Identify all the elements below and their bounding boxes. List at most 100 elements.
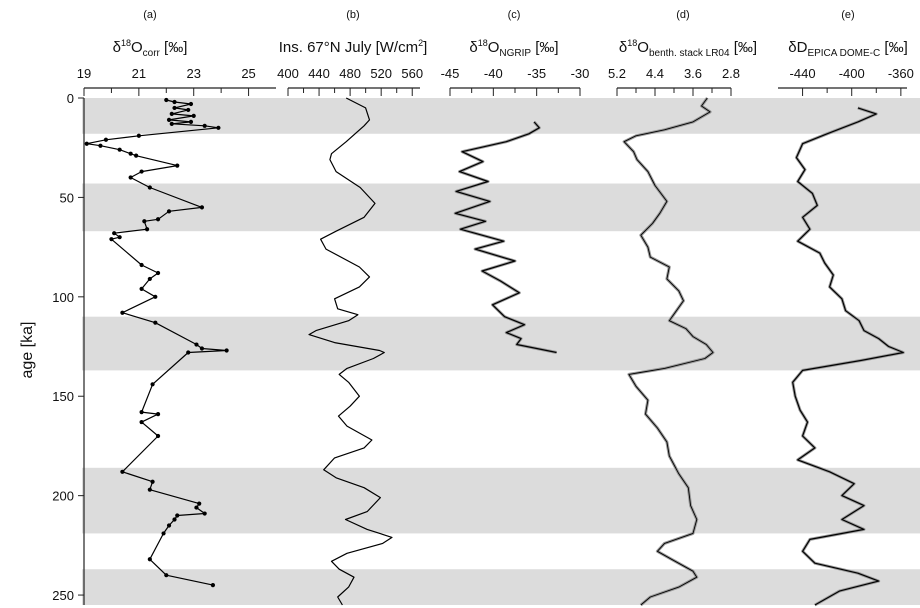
age-tick-label: 0 xyxy=(67,91,74,106)
data-point xyxy=(210,583,216,588)
tick-label: -400 xyxy=(839,66,865,81)
data-point xyxy=(199,205,205,210)
tick-label: 400 xyxy=(277,66,299,81)
data-point xyxy=(172,105,177,111)
data-point xyxy=(188,119,194,124)
panel-c: (c) δ18ONGRIP [‰] -45 -40 -35 -30 xyxy=(441,9,590,354)
data-point xyxy=(166,117,172,122)
data-point xyxy=(136,133,141,138)
data-point xyxy=(166,209,172,214)
data-point xyxy=(224,348,229,353)
data-point xyxy=(117,235,122,240)
data-point xyxy=(155,433,161,439)
data-point xyxy=(166,523,172,528)
panel-title: Ins. 67°N July [W/cm2] xyxy=(279,38,428,56)
panel-b: (b) Ins. 67°N July [W/cm2] 400 440 480 520 560 xyxy=(277,9,428,606)
tick-label: 2.8 xyxy=(722,66,740,81)
interglacial-band xyxy=(82,569,920,605)
data-point xyxy=(120,469,125,474)
age-tick-label: 250 xyxy=(52,588,74,603)
data-point xyxy=(84,141,89,146)
series-line xyxy=(454,121,557,354)
interglacial-band xyxy=(82,467,920,534)
tick-label: 19 xyxy=(77,66,91,81)
data-point xyxy=(175,163,180,168)
panel-letter: (e) xyxy=(841,9,854,21)
data-point xyxy=(147,557,152,562)
interglacial-bands xyxy=(82,98,920,605)
panels: (a) δ18Ocorr [‰] 19 21 23 25 (b) Ins. 67°N July… xyxy=(77,9,914,607)
tick-label: -45 xyxy=(441,66,460,81)
data-point xyxy=(161,531,166,536)
interglacial-band xyxy=(82,316,920,371)
tick-label: 4.4 xyxy=(646,66,664,81)
data-point xyxy=(147,487,152,492)
series-line xyxy=(623,97,714,606)
data-point xyxy=(169,111,174,117)
tick-label: 5.2 xyxy=(608,66,626,81)
data-point xyxy=(164,573,169,578)
data-point xyxy=(98,143,103,148)
data-point xyxy=(153,294,158,299)
data-point xyxy=(147,185,152,190)
data-point xyxy=(199,346,205,351)
data-point xyxy=(128,175,133,180)
interglacial-band xyxy=(82,98,920,134)
data-point xyxy=(147,276,152,282)
data-point xyxy=(139,286,144,291)
panel-title: δ18Obenth. stack LR04 [‰] xyxy=(619,38,757,59)
data-point xyxy=(153,320,158,325)
data-point xyxy=(172,517,177,522)
tick-label: 440 xyxy=(308,66,330,81)
age-tick-label: 50 xyxy=(60,190,74,205)
data-point xyxy=(186,350,191,355)
data-point xyxy=(139,419,144,425)
panel-letter: (c) xyxy=(508,9,521,21)
age-tick-label: 200 xyxy=(52,489,74,504)
age-tick-label: 100 xyxy=(52,290,74,305)
panel-title: δDEPICA DOME-C [‰] xyxy=(788,39,908,59)
data-point xyxy=(216,125,221,130)
data-point xyxy=(144,227,150,232)
panel-title: δ18Ocorr [‰] xyxy=(113,38,188,59)
data-point xyxy=(134,153,139,158)
data-point xyxy=(142,219,147,224)
series-line xyxy=(86,99,228,586)
tick-label: -440 xyxy=(790,66,816,81)
series-line xyxy=(792,107,904,606)
panel-letter: (d) xyxy=(676,9,689,21)
tick-label: -30 xyxy=(571,66,590,81)
data-point xyxy=(197,501,202,506)
interglacial-band xyxy=(82,183,920,232)
data-point xyxy=(139,169,144,174)
data-point xyxy=(194,505,199,510)
panel-letter: (b) xyxy=(346,9,359,21)
tick-label: 520 xyxy=(370,66,392,81)
data-point xyxy=(139,410,144,415)
data-point xyxy=(172,99,177,105)
data-point xyxy=(103,137,109,142)
data-point xyxy=(194,342,199,347)
data-point xyxy=(155,270,161,276)
series-line xyxy=(308,97,393,606)
tick-label: 25 xyxy=(241,66,255,81)
age-axis: age [ka] 0 50 100 150 200 250 xyxy=(19,91,85,605)
tick-label: -40 xyxy=(484,66,503,81)
panel-letter: (a) xyxy=(143,9,156,21)
tick-label: 560 xyxy=(401,66,423,81)
panel-a: (a) δ18Ocorr [‰] 19 21 23 25 xyxy=(77,9,276,588)
data-point xyxy=(120,310,125,315)
age-axis-label: age [ka] xyxy=(19,322,36,379)
data-point xyxy=(117,147,122,152)
data-point xyxy=(155,217,161,222)
data-point xyxy=(164,97,169,103)
panel-e: (e) δDEPICA DOME-C [‰] -440 -400 -360 xyxy=(778,9,914,607)
panel-d: (d) δ18Obenth. stack LR04 [‰] 5.2 4.4 3.6 2.8 xyxy=(608,9,757,607)
data-point xyxy=(175,513,180,518)
data-point xyxy=(191,113,196,118)
data-point xyxy=(186,107,191,113)
data-point xyxy=(112,231,117,236)
tick-label: 3.6 xyxy=(684,66,702,81)
tick-label: -360 xyxy=(888,66,914,81)
